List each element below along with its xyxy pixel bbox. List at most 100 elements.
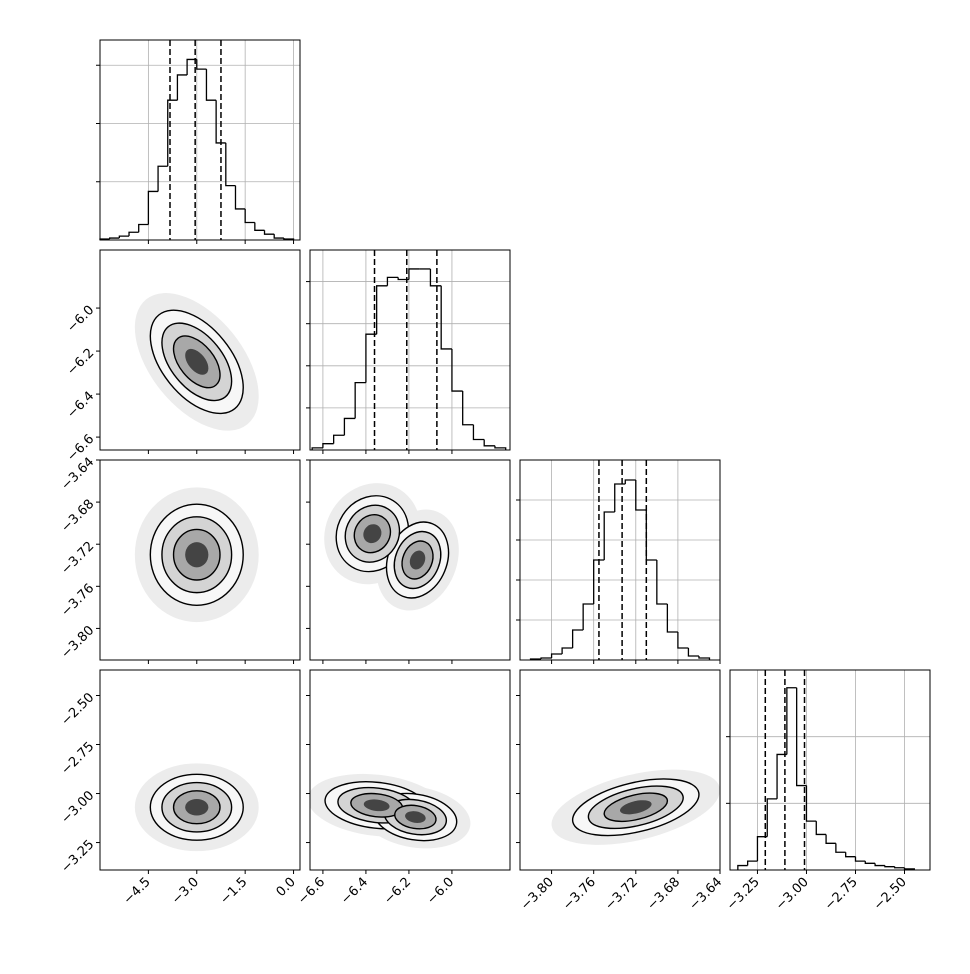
x-tick-label: −3.72 bbox=[602, 875, 641, 914]
histogram-bin bbox=[614, 483, 626, 512]
histogram-bin bbox=[776, 753, 787, 799]
histogram-bin bbox=[333, 434, 345, 444]
x-tick-label: −3.76 bbox=[560, 875, 599, 914]
histogram-bin bbox=[656, 560, 668, 605]
histogram-bin bbox=[408, 268, 420, 280]
panel bbox=[324, 483, 459, 611]
x-tick-label: −1.5 bbox=[218, 875, 251, 908]
histogram-bin bbox=[666, 604, 678, 633]
y-tick-label: −3.72 bbox=[59, 539, 98, 578]
histogram-bin bbox=[225, 142, 236, 187]
density-contour bbox=[185, 348, 209, 375]
histogram-bin bbox=[756, 836, 768, 862]
histogram-bin bbox=[244, 208, 255, 224]
histogram-bin bbox=[845, 852, 856, 858]
density-contour bbox=[363, 799, 390, 812]
y-tick-label: −6.0 bbox=[64, 303, 97, 336]
histogram-bin bbox=[254, 222, 265, 231]
histogram-bin bbox=[835, 843, 846, 853]
axes-frame bbox=[99, 459, 301, 661]
x-tick-label: −3.64 bbox=[687, 875, 726, 914]
histogram-bin bbox=[894, 866, 905, 869]
histogram-bin bbox=[786, 687, 797, 755]
histogram-bin bbox=[322, 443, 334, 448]
histogram-bin bbox=[864, 861, 876, 864]
histogram-bin bbox=[157, 165, 168, 192]
axes-frame bbox=[99, 39, 301, 241]
histogram-bin bbox=[635, 480, 647, 511]
histogram-bin bbox=[186, 58, 197, 75]
y-tick-label: −3.68 bbox=[59, 497, 98, 536]
histogram-bin bbox=[472, 424, 485, 441]
y-tick-label: −3.00 bbox=[59, 788, 98, 827]
axes-frame bbox=[99, 249, 301, 451]
x-tick-label: −4.5 bbox=[121, 875, 154, 908]
histogram-bin bbox=[386, 276, 399, 286]
histogram-bin bbox=[397, 277, 409, 281]
y-tick-label: −3.80 bbox=[59, 623, 98, 662]
density-contour bbox=[185, 542, 209, 568]
histogram-bin bbox=[582, 603, 594, 630]
y-tick-label: −2.75 bbox=[59, 739, 98, 778]
x-tick-label: −6.4 bbox=[338, 875, 371, 908]
histogram-bin bbox=[645, 510, 657, 561]
histogram-bin bbox=[571, 629, 584, 648]
x-tick-label: −2.50 bbox=[871, 875, 910, 914]
y-tick-label: −6.4 bbox=[64, 389, 97, 422]
y-tick-label: −6.2 bbox=[64, 346, 97, 379]
histogram-bin bbox=[354, 381, 366, 419]
histogram-bin bbox=[603, 511, 615, 560]
density-contour bbox=[363, 524, 382, 544]
histogram-bin bbox=[273, 234, 284, 239]
panel bbox=[310, 773, 471, 849]
histogram-bin bbox=[561, 647, 573, 654]
histogram-bin bbox=[593, 559, 605, 604]
axes-frame bbox=[309, 249, 511, 451]
histogram-bin bbox=[494, 445, 507, 450]
y-tick-label: −2.50 bbox=[59, 690, 98, 729]
histogram-bin bbox=[196, 59, 207, 70]
histogram-bin bbox=[483, 439, 495, 447]
histogram-bin bbox=[540, 657, 552, 659]
histogram-bin bbox=[109, 237, 120, 240]
axes-frame bbox=[519, 669, 721, 871]
histogram-bin bbox=[462, 391, 474, 426]
axes-frame bbox=[99, 669, 301, 871]
histogram-bin bbox=[365, 333, 377, 383]
panel bbox=[134, 293, 259, 431]
panel bbox=[134, 487, 259, 623]
histogram-bin bbox=[624, 479, 636, 484]
histogram-bin bbox=[429, 268, 442, 287]
histogram-bin bbox=[147, 190, 159, 225]
histogram-bin bbox=[815, 821, 827, 836]
x-tick-label: −3.00 bbox=[773, 875, 812, 914]
x-tick-label: −2.75 bbox=[822, 875, 861, 914]
histogram-bin bbox=[903, 867, 915, 870]
histogram-bin bbox=[825, 834, 836, 844]
panel bbox=[134, 763, 259, 852]
histogram-bin bbox=[176, 74, 188, 101]
histogram-bin bbox=[698, 656, 711, 660]
axes-frame bbox=[309, 459, 511, 661]
histogram-bin bbox=[884, 865, 895, 868]
histogram-bin bbox=[205, 69, 217, 101]
histogram-bin bbox=[138, 223, 149, 233]
histogram-bin bbox=[215, 100, 226, 144]
x-tick-label: −3.80 bbox=[518, 875, 557, 914]
histogram-bin bbox=[796, 687, 807, 787]
x-tick-label: −6.0 bbox=[424, 875, 457, 908]
axes-frame bbox=[729, 669, 931, 871]
y-tick-label: −3.25 bbox=[59, 837, 98, 876]
panel bbox=[551, 769, 720, 845]
histogram-bin bbox=[167, 99, 178, 167]
histogram-bin bbox=[118, 235, 130, 239]
histogram-bin bbox=[677, 632, 689, 649]
histogram-bin bbox=[874, 863, 885, 867]
axes-frame bbox=[309, 669, 511, 871]
histogram-bin bbox=[687, 648, 699, 657]
y-tick-label: −3.76 bbox=[59, 581, 98, 620]
histogram-bin bbox=[451, 348, 463, 392]
histogram-bin bbox=[766, 798, 778, 837]
